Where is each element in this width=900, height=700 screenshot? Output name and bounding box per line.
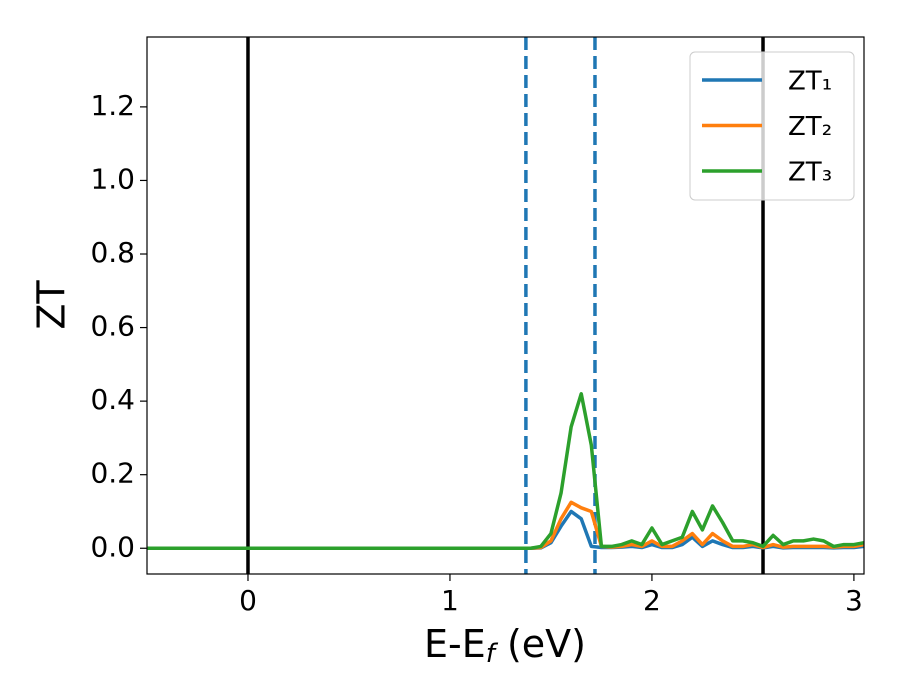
series-line: [147, 392, 864, 551]
y-tick-label: 0.2: [90, 457, 135, 490]
y-axis-label: ZT: [30, 280, 74, 330]
x-label-part: E-E: [424, 622, 486, 666]
x-tick-label: 0: [239, 584, 257, 617]
y-tick-label: 0.8: [90, 236, 135, 269]
legend-label: ZT₁: [788, 67, 832, 97]
legend-box: [689, 51, 855, 201]
x-tick-label: 2: [643, 584, 661, 617]
plot-frame: [146, 36, 865, 575]
y-tick-label: 1.0: [90, 162, 135, 195]
y-tick-label: 0.6: [90, 310, 135, 343]
series-line: [147, 500, 864, 551]
y-tick-label: 1.2: [90, 89, 135, 122]
x-tick-label: 3: [845, 584, 863, 617]
x-axis-label: E-Ef (eV): [424, 622, 586, 669]
y-tick-label: 0.4: [90, 383, 135, 416]
legend-label: ZT₂: [788, 112, 832, 142]
legend-label: ZT₃: [788, 158, 832, 188]
x-label-part: (eV): [495, 622, 586, 666]
y-tick-label: 0.0: [90, 530, 135, 563]
x-tick-label: 1: [441, 584, 459, 617]
